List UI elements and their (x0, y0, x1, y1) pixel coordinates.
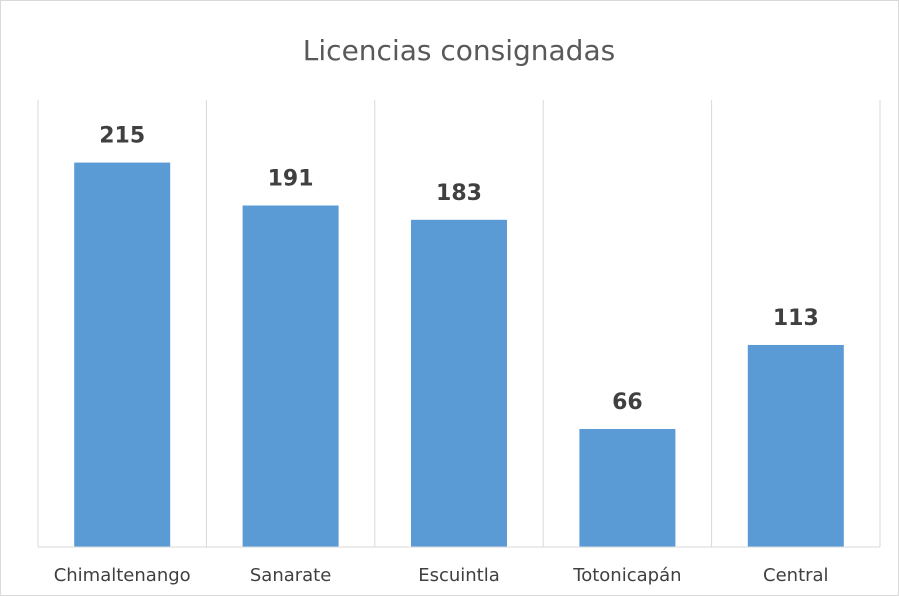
data-label: 191 (268, 166, 314, 191)
bar (74, 162, 171, 547)
x-tick-label: Chimaltenango (54, 565, 191, 586)
bar (579, 428, 676, 547)
chart-title: Licencias consignadas (303, 34, 615, 67)
bar (411, 219, 507, 547)
data-label: 215 (99, 124, 145, 149)
bar (747, 344, 844, 547)
x-tick-label: Central (763, 565, 829, 586)
bar (242, 205, 339, 547)
data-label: 183 (436, 181, 482, 206)
x-tick-label: Escuintla (418, 565, 500, 586)
data-label: 113 (773, 306, 819, 331)
x-tick-label: Totonicapán (572, 565, 681, 586)
x-tick-label: Sanarate (250, 565, 331, 586)
data-label: 66 (612, 390, 643, 415)
